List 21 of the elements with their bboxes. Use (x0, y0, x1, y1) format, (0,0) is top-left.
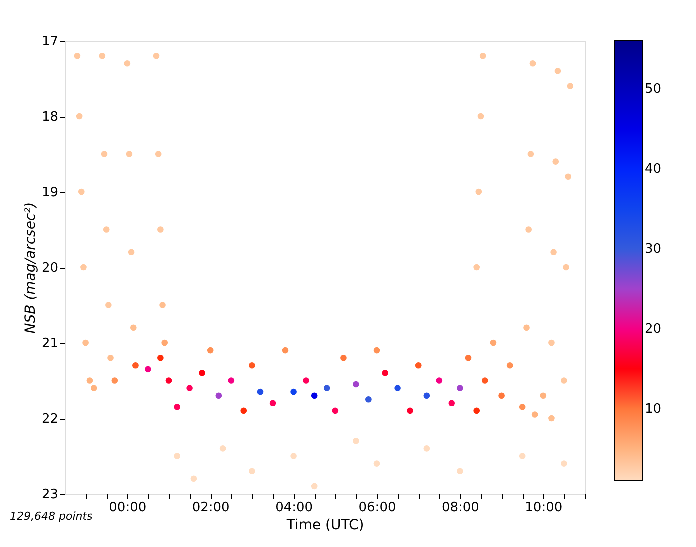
text: 129,648 points (10, 510, 94, 523)
x-tick-label: 00:00 (109, 500, 147, 516)
x-tick-label: 06:00 (358, 500, 396, 516)
y-tick-label: 20 (42, 261, 58, 276)
x-axis-title: Time (UTC) (286, 518, 364, 534)
color-bar-label: 20 (645, 322, 662, 337)
y-tick-label: 21 (42, 336, 58, 352)
x-tick-label: 04:00 (276, 500, 314, 516)
y-tick-label: 17 (42, 34, 58, 50)
y-tick-label: 23 (42, 488, 58, 502)
y-tick-label: 18 (42, 110, 58, 125)
x-tick-label: 08:00 (442, 500, 480, 516)
color-bar-label: 50 (645, 82, 662, 97)
x-tick-label: 10:00 (525, 500, 563, 516)
color-bar-label: 10 (645, 402, 662, 417)
x-tick-label: 02:00 (192, 500, 230, 516)
color-bar-label: 40 (645, 162, 662, 177)
y-tick-label: 19 (42, 186, 58, 200)
color-bar-label: 30 (645, 242, 662, 257)
y-axis-title: NSB (mag/arcsec²) (22, 202, 39, 334)
y-tick-label: 22 (42, 412, 58, 427)
